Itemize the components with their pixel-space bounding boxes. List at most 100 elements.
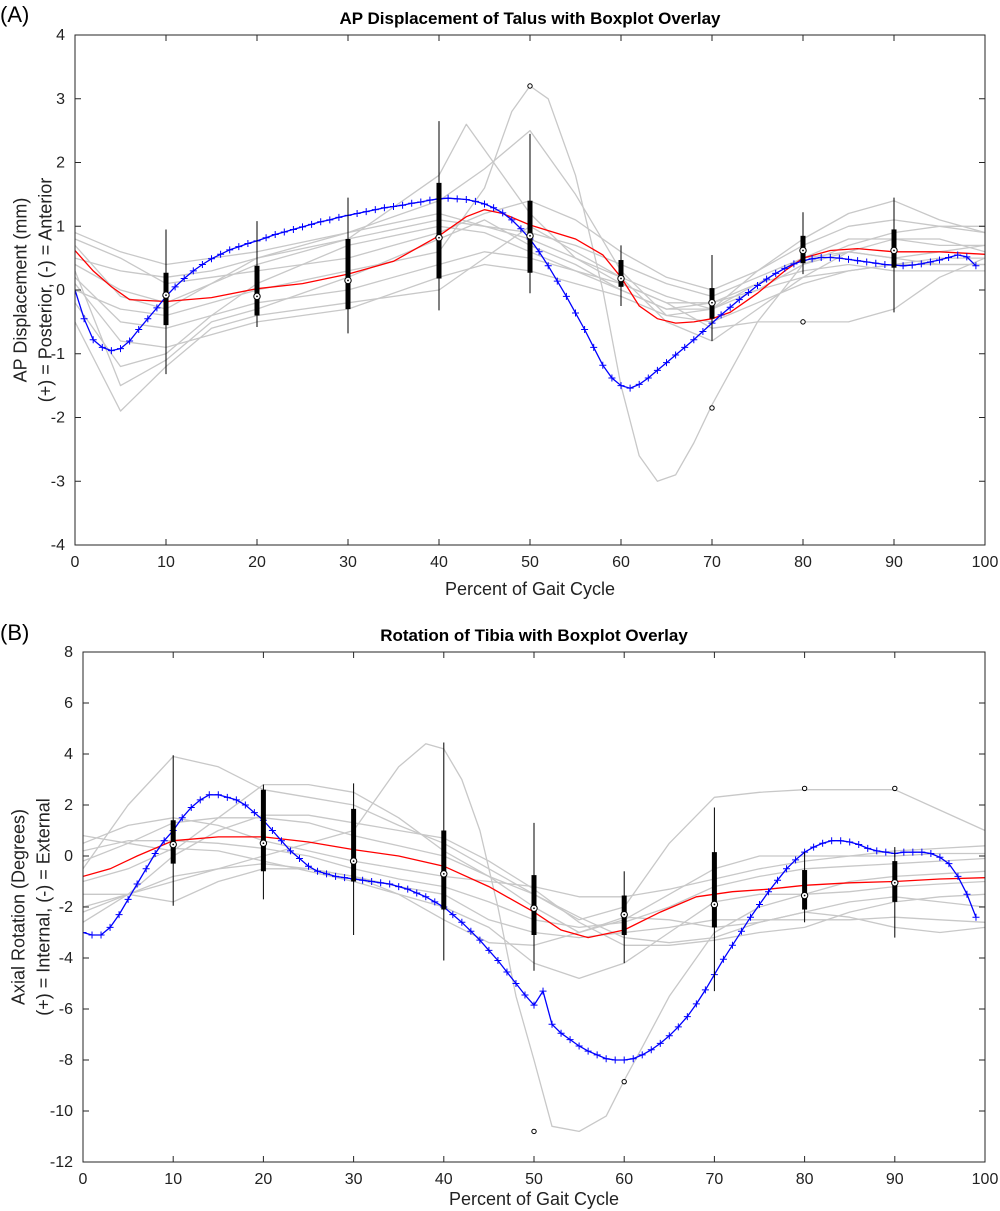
x-tick-label: 70: [706, 1171, 724, 1188]
x-tick-label: 10: [157, 554, 175, 571]
highlight-point-8: [144, 315, 152, 323]
individual-curve-3: [83, 743, 985, 1133]
y-tick-label: 4: [64, 746, 73, 763]
highlight-point-34: [380, 204, 388, 212]
highlight-point-79: [792, 856, 800, 864]
highlight-point-55: [575, 1042, 583, 1050]
boxplot-median-dot: [620, 277, 622, 280]
boxplot-80: [799, 212, 807, 325]
highlight-point-92: [909, 848, 917, 856]
highlight-point-49: [517, 225, 525, 233]
boxplot-outlier: [800, 319, 806, 325]
highlight-point-49: [521, 991, 529, 999]
highlight-point-82: [819, 839, 827, 847]
highlight-point-42: [458, 918, 466, 926]
x-tick-label: 30: [339, 554, 357, 571]
highlight-point-86: [854, 257, 862, 265]
x-axis-label: Percent of Gait Cycle: [449, 1189, 619, 1209]
highlight-point-85: [846, 838, 854, 846]
y-tick-label: -1: [51, 346, 65, 363]
highlight-point-78: [783, 865, 791, 873]
boxplot-median-dot: [262, 842, 265, 845]
x-tick-label: 100: [972, 1171, 999, 1188]
highlight-point-21: [262, 234, 270, 242]
boxplot-80: [800, 785, 809, 923]
highlight-point-38: [417, 198, 425, 206]
highlight-point-67: [683, 1013, 691, 1021]
highlight-point-62: [638, 1051, 646, 1059]
boxplot-median-dot: [347, 279, 349, 282]
individual-curve-10: [75, 225, 985, 368]
highlight-point-44: [471, 197, 479, 205]
y-axis-label-line1: AP Displacement (mm): [10, 198, 30, 383]
highlight-point-92: [908, 261, 916, 269]
highlight-point-24: [289, 225, 297, 233]
highlight-point-32: [362, 208, 370, 216]
boxplot-40: [435, 121, 443, 311]
highlight-point-0: [83, 929, 87, 936]
highlight-point-50: [530, 1001, 538, 1009]
highlight-point-63: [647, 1046, 655, 1054]
boxplot-50: [530, 822, 538, 1135]
highlight-point-4: [107, 347, 115, 355]
highlight-point-93: [918, 848, 926, 856]
y-tick-label: -12: [50, 1154, 73, 1171]
highlight-point-77: [774, 876, 782, 884]
highlight-point-85: [845, 255, 852, 263]
highlight-point-48: [512, 980, 520, 987]
highlight-point-28: [326, 216, 334, 224]
highlight-point-36: [399, 201, 407, 209]
boxplot-outlier: [527, 83, 533, 89]
boxplot-50: [526, 83, 534, 294]
highlight-point-60: [620, 1056, 628, 1064]
highlight-point-43: [462, 195, 470, 203]
highlight-point-26: [308, 220, 316, 228]
x-tick-label: 20: [255, 1171, 273, 1188]
highlight-point-39: [431, 898, 439, 906]
boxplot-median-dot: [438, 236, 440, 239]
x-tick-label: 50: [525, 1171, 543, 1188]
highlight-point-52: [544, 262, 552, 270]
x-tick-label: 80: [796, 1171, 814, 1188]
highlight-point-24: [295, 855, 303, 863]
highlight-point-38: [422, 893, 430, 901]
highlight-point-39: [426, 196, 434, 204]
highlight-point-5: [117, 345, 124, 353]
highlight-point-11: [171, 283, 179, 291]
boxplot-40: [440, 742, 448, 961]
highlight-point-94: [927, 849, 935, 857]
highlight-point-77: [772, 269, 780, 277]
boxplot-90: [890, 197, 898, 313]
boxplot-median-dot: [803, 894, 806, 897]
highlight-point-1: [88, 931, 96, 939]
highlight-point-88: [873, 847, 881, 855]
highlight-point-9: [153, 304, 161, 312]
x-tick-label: 80: [794, 554, 812, 571]
highlight-point-45: [481, 200, 488, 208]
boxplot-10: [162, 229, 170, 375]
highlight-point-78: [781, 264, 789, 272]
y-tick-label: 1: [56, 218, 65, 235]
highlight-point-97: [954, 872, 962, 880]
boxplot-median-dot: [442, 872, 445, 875]
highlight-point-7: [135, 326, 143, 334]
highlight-point-12: [187, 804, 195, 812]
chart-title: AP Displacement of Talus with Boxplot Ov…: [339, 9, 721, 28]
highlight-curve: [83, 794, 977, 1061]
boxplot-median-dot: [893, 249, 895, 252]
y-tick-label: 4: [56, 27, 65, 44]
highlight-point-58: [602, 1055, 610, 1063]
x-tick-label: 0: [79, 1171, 88, 1188]
highlight-point-32: [368, 878, 376, 885]
highlight-point-18: [235, 243, 243, 251]
highlight-point-29: [341, 874, 349, 882]
highlight-point-1: [80, 315, 88, 323]
highlight-point-21: [268, 827, 276, 834]
highlight-point-73: [735, 296, 743, 304]
y-tick-label: -4: [51, 537, 65, 554]
highlight-point-13: [189, 267, 197, 275]
highlight-point-64: [653, 366, 661, 374]
highlight-point-29: [335, 213, 343, 221]
highlight-point-11: [178, 814, 186, 822]
